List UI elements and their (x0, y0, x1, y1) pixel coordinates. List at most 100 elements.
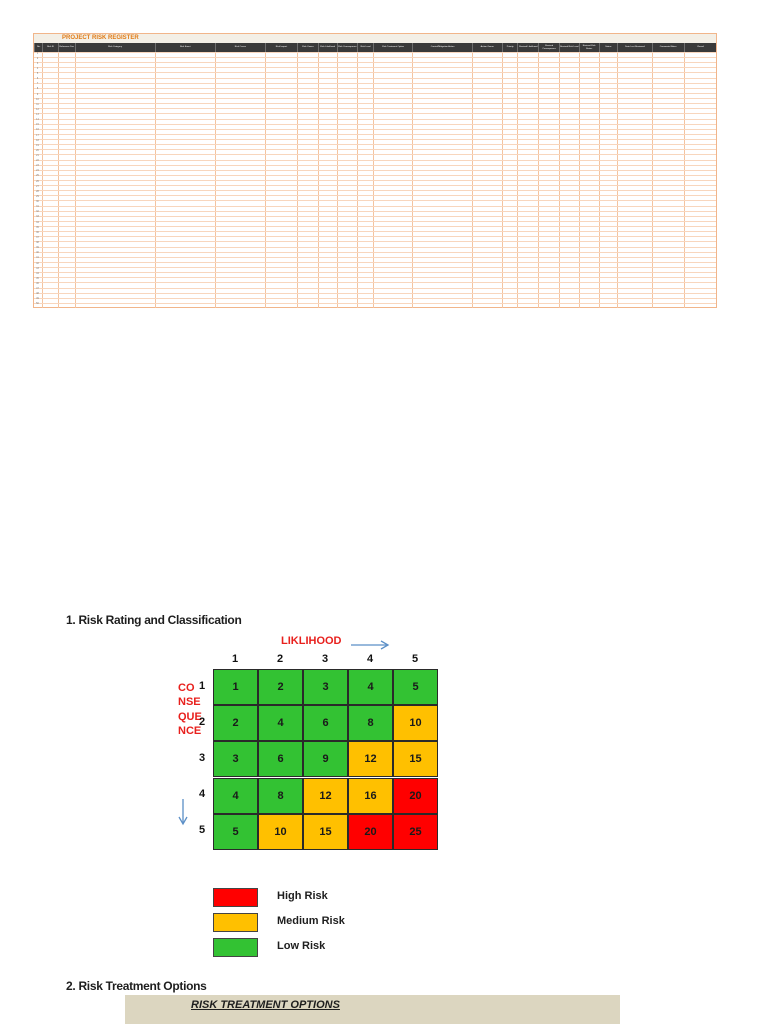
matrix-cell-low: 2 (213, 705, 258, 741)
risk-matrix: 1 2 3 4 5 2 4 6 8 10 3 6 9 12 15 4 8 12 16 20 5 10 15 20 25 (213, 669, 438, 850)
register-row-number: 11 (36, 102, 39, 106)
register-row-number: 45 (36, 276, 39, 280)
register-row (34, 169, 716, 171)
section-heading-treatment: 2. Risk Treatment Options (66, 979, 207, 993)
register-row (34, 231, 716, 233)
register-row-number: 42 (36, 261, 39, 265)
matrix-cell-medium: 10 (393, 705, 438, 741)
consequence-row-number: 4 (198, 788, 206, 800)
register-row (34, 261, 716, 263)
register-column-header: Date Last Reviewed (617, 43, 651, 52)
register-column-header: Comments/Notes (651, 43, 684, 52)
arrow-right-icon (351, 640, 390, 650)
register-row (34, 220, 716, 222)
register-row-number: 15 (36, 123, 39, 127)
legend-swatch (213, 938, 258, 957)
register-column-header: Risk Event (154, 43, 215, 52)
matrix-cell-low: 5 (393, 669, 438, 705)
register-row (34, 118, 716, 120)
register-row-number: 46 (36, 282, 39, 285)
register-row (34, 133, 716, 135)
register-row-number: 13 (36, 113, 39, 117)
register-column-header: Revised Risk Level (559, 43, 579, 52)
consequence-row-number: 2 (198, 716, 206, 728)
register-row (34, 164, 716, 166)
register-row (34, 154, 716, 156)
legend-label: Medium Risk (277, 915, 345, 927)
register-row (34, 82, 716, 84)
matrix-cell-high: 20 (393, 777, 438, 814)
register-column-header: Risk Owner (297, 43, 318, 52)
register-row (34, 287, 716, 289)
likelihood-column-number: 3 (321, 653, 329, 665)
register-column-header: Priority (501, 43, 518, 52)
register-row-number: 7 (36, 82, 39, 86)
register-row (34, 92, 716, 94)
register-row-number: 9 (36, 92, 39, 96)
register-row-number: 36 (36, 230, 39, 234)
register-row-number: 48 (36, 292, 39, 296)
register-row (34, 302, 716, 304)
register-row-number: 39 (36, 246, 39, 250)
register-row-number: 5 (36, 72, 39, 76)
register-row (34, 57, 716, 59)
register-row-number: 25 (36, 174, 39, 178)
consequence-axis-label: CONSEQUENCE (178, 681, 202, 739)
register-row (34, 77, 716, 79)
matrix-cell-medium: 16 (348, 777, 393, 814)
legend-swatch (213, 913, 258, 932)
register-row-number: 49 (36, 297, 39, 301)
matrix-cell-low: 2 (258, 669, 303, 705)
register-row-number: 37 (36, 235, 39, 239)
register-row (34, 282, 716, 284)
register-row-number: 21 (36, 154, 39, 157)
register-row-number: 35 (36, 225, 39, 229)
register-row-number: 34 (36, 220, 39, 224)
register-column-header: Revised Likelihood (517, 43, 538, 52)
matrix-cell-low: 6 (303, 705, 348, 741)
matrix-cell-low: 9 (303, 741, 348, 777)
register-row (34, 139, 716, 141)
matrix-cell-low: 1 (213, 669, 258, 705)
register-row-number: 38 (36, 241, 39, 245)
register-row-number: 2 (36, 56, 39, 60)
register-column-header: Revised Risk Status (578, 43, 599, 52)
matrix-cell-low: 3 (303, 669, 348, 705)
register-row (34, 200, 716, 202)
treatment-options-title: RISK TREATMENT OPTIONS (191, 999, 340, 1011)
likelihood-column-number: 5 (411, 653, 419, 665)
register-row (34, 195, 716, 197)
register-row-number: 27 (36, 184, 39, 188)
register-row (34, 180, 716, 181)
legend-label: High Risk (277, 890, 328, 902)
register-row (34, 256, 716, 258)
register-row (34, 236, 716, 238)
register-row (34, 210, 716, 212)
register-row (34, 297, 716, 299)
legend-label: Low Risk (277, 940, 326, 952)
register-row-number: 12 (36, 107, 39, 111)
register-row-number: 33 (36, 215, 39, 219)
register-row-number: 20 (36, 148, 39, 152)
register-column-header: Risk Impact (264, 43, 297, 52)
section-heading-risk-rating: 1. Risk Rating and Classification (66, 613, 242, 627)
register-column-header: No. (34, 43, 42, 52)
register-column-header: Status (598, 43, 618, 52)
likelihood-column-number: 4 (366, 653, 374, 665)
register-row-number: 10 (36, 97, 39, 101)
register-header-row: No. Risk ID Reference Doc Risk Category Risk… (34, 43, 716, 52)
register-row (34, 226, 716, 228)
consequence-row-number: 5 (198, 824, 206, 836)
register-row-number: 29 (36, 194, 39, 198)
register-row (34, 174, 716, 176)
register-row-number: 18 (36, 138, 39, 142)
register-row (34, 215, 716, 217)
register-row (34, 62, 716, 64)
matrix-cell-low: 4 (258, 705, 303, 741)
register-row-number: 47 (36, 287, 39, 291)
register-row-number: 1 (36, 51, 39, 55)
register-column-header: Reference Doc (57, 43, 75, 52)
register-column-header: Risk Category (74, 43, 155, 52)
matrix-cell-low: 3 (213, 741, 258, 777)
register-row (34, 205, 716, 207)
